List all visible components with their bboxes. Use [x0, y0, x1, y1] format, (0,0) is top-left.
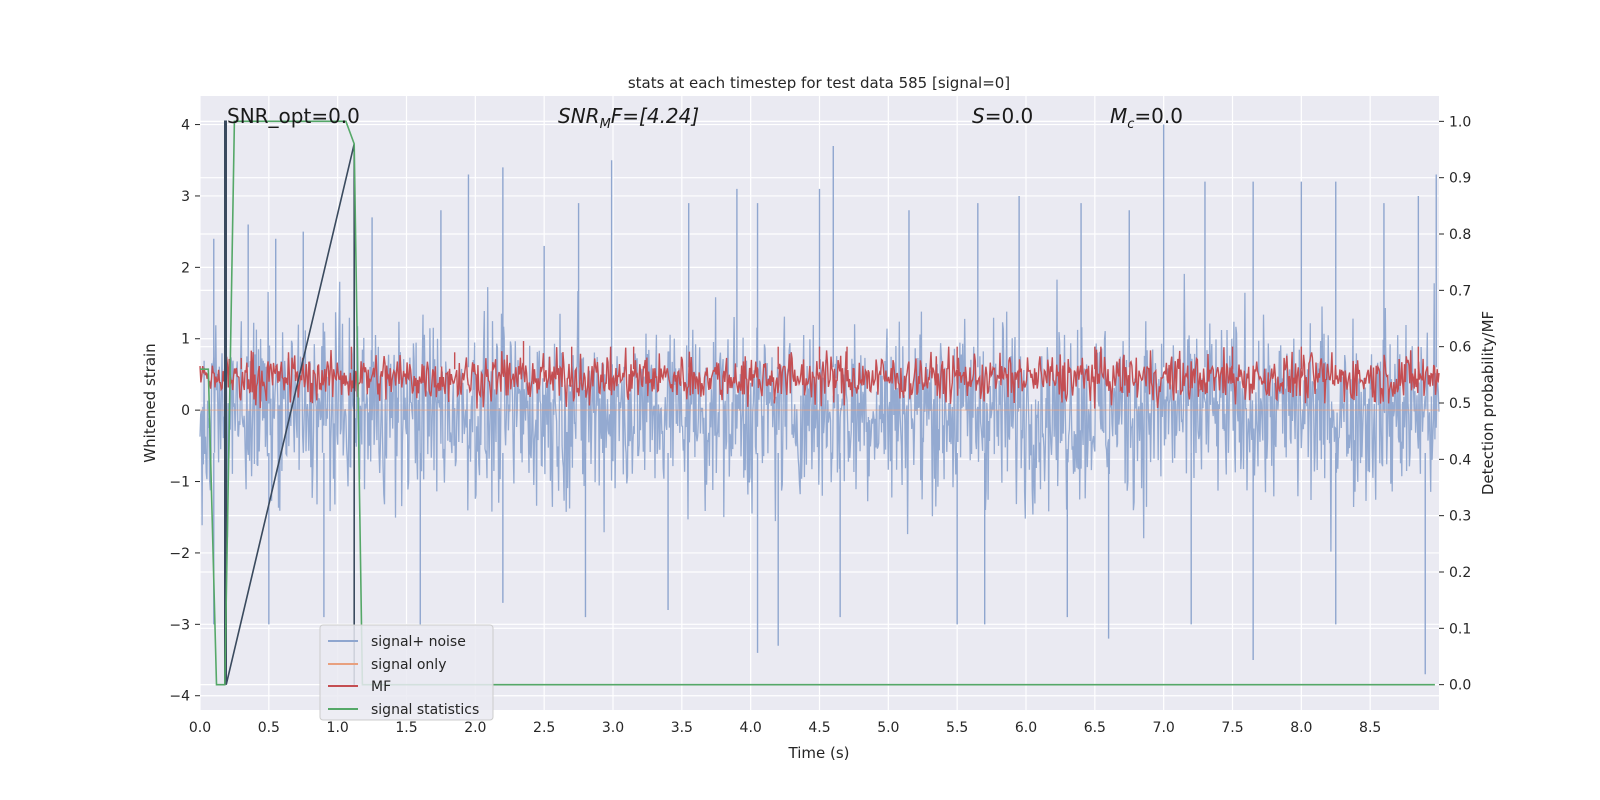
y2-tick-label: 0.2 — [1449, 565, 1471, 581]
annotation-mc-symbol: M — [1110, 104, 1127, 128]
y2-tick-label: 0.7 — [1449, 283, 1471, 299]
x-tick-label: 3.0 — [602, 720, 624, 736]
x-tick-label: 5.5 — [946, 720, 968, 736]
annotation-mc-subscript: c — [1127, 117, 1134, 132]
y-tick-label: 1 — [181, 332, 190, 348]
x-tick-label: 7.5 — [1221, 720, 1243, 736]
y2-tick-label: 0.4 — [1449, 452, 1471, 468]
legend: signal+ noise signal only MF signal stat… — [319, 624, 494, 721]
x-tick-label: 0.5 — [258, 720, 280, 736]
x-ticks: 0.0 0.5 1.0 1.5 2.0 2.5 3.0 3.5 4.0 4.5 5.0 5.5 6.0 6… — [189, 720, 1381, 736]
annotation-s-symbol: S — [972, 104, 985, 128]
annotation-snr-mf-value: F=[4.24] — [611, 104, 699, 128]
annotation-mc: Mc=0.0 — [1110, 104, 1183, 132]
legend-label-mf: MF — [371, 679, 391, 695]
y2-tick-label: 0.5 — [1449, 396, 1471, 412]
y2-axis-label: Detection probability/MF — [1479, 311, 1497, 495]
x-tick-label: 7.0 — [1153, 720, 1175, 736]
y2-tick-label: 0.6 — [1449, 340, 1471, 356]
x-tick-label: 6.5 — [1084, 720, 1106, 736]
y-tick-label: −3 — [169, 617, 190, 633]
legend-label-signal-noise: signal+ noise — [371, 634, 466, 650]
series-signal-noise — [199, 124, 1440, 675]
y2-tick-label: 1.0 — [1449, 114, 1471, 130]
y-tick-label: −4 — [169, 689, 190, 705]
y-tick-label: 4 — [181, 118, 190, 134]
annotation-snr-opt: SNR_opt=0.0 — [227, 104, 360, 128]
y2-tick-label: 0.3 — [1449, 509, 1471, 525]
legend-label-signal-only: signal only — [371, 657, 446, 673]
annotation-s: S=0.0 — [972, 104, 1033, 128]
y2-ticks: 1.0 0.9 0.8 0.7 0.6 0.5 0.4 0.3 0.2 0.1 0.0 — [1439, 114, 1471, 694]
y-tick-label: 3 — [181, 189, 190, 205]
x-tick-label: 2.5 — [533, 720, 555, 736]
y-tick-label: −1 — [169, 475, 190, 491]
y2-tick-label: 0.1 — [1449, 621, 1471, 637]
y2-tick-label: 0.0 — [1449, 678, 1471, 694]
y-tick-label: 2 — [181, 260, 190, 276]
x-tick-label: 3.5 — [671, 720, 693, 736]
annotation-snr-mf-symbol: SNR — [558, 104, 600, 128]
y-axis-label: Whitened strain — [141, 343, 159, 462]
x-axis-label: Time (s) — [788, 744, 850, 762]
annotation-s-value: =0.0 — [985, 104, 1034, 128]
x-tick-label: 2.0 — [464, 720, 486, 736]
x-tick-label: 5.0 — [877, 720, 899, 736]
x-tick-label: 1.5 — [395, 720, 417, 736]
line-mf — [199, 346, 1440, 409]
y2-tick-label: 0.8 — [1449, 227, 1471, 243]
x-tick-label: 1.0 — [327, 720, 349, 736]
x-tick-label: 4.0 — [740, 720, 762, 736]
legend-box — [319, 624, 494, 721]
legend-label-signal-statistics: signal statistics — [371, 702, 479, 718]
annotation-snr-mf-subscript: M — [600, 117, 611, 132]
x-tick-label: 8.0 — [1290, 720, 1312, 736]
y-tick-label: 0 — [181, 403, 190, 419]
annotation-mc-value: =0.0 — [1134, 104, 1183, 128]
y2-tick-label: 0.9 — [1449, 171, 1471, 187]
y-tick-label: −2 — [169, 546, 190, 562]
x-tick-label: 6.0 — [1015, 720, 1037, 736]
chart-title: stats at each timestep for test data 585… — [628, 74, 1010, 92]
annotation-snr-mf: SNRMF=[4.24] — [558, 104, 699, 132]
x-tick-label: 0.0 — [189, 720, 211, 736]
x-tick-label: 4.5 — [808, 720, 830, 736]
x-tick-label: 8.5 — [1359, 720, 1381, 736]
y-ticks: 4 3 2 1 0 −1 −2 −3 −4 — [169, 118, 200, 705]
series-mf — [199, 341, 1440, 409]
line-marker — [224, 120, 355, 685]
